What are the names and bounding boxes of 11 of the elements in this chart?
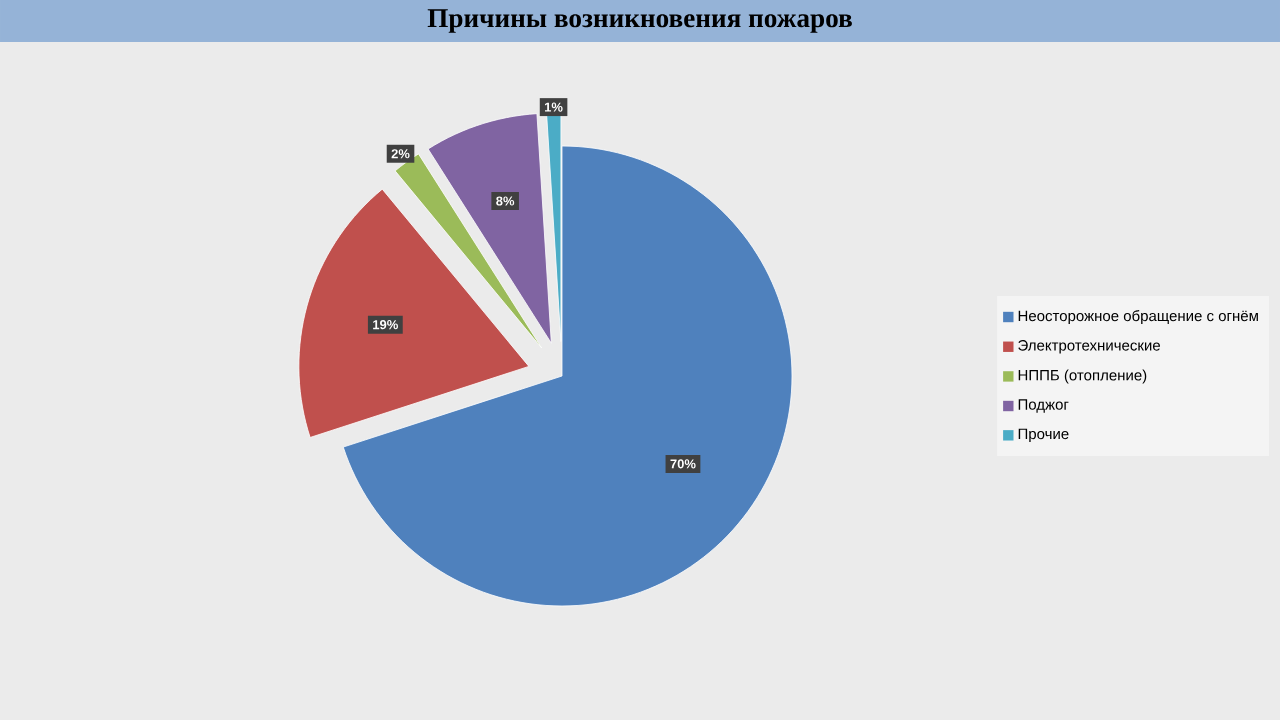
data-label: 2% bbox=[391, 149, 410, 159]
data-label: 8% bbox=[496, 196, 515, 206]
chart-title: Причины возникновения пожаров bbox=[427, 9, 852, 33]
data-label: 1% bbox=[544, 102, 563, 112]
legend-label: Электротехнические bbox=[1018, 340, 1161, 354]
data-label: 19% bbox=[373, 320, 398, 330]
legend-label: Прочие bbox=[1018, 428, 1069, 443]
legend-label: НППБ (отопление) bbox=[1018, 369, 1147, 384]
legend-label: Неосторожное обращение с огнём bbox=[1018, 310, 1258, 325]
data-label: 70% bbox=[670, 459, 696, 469]
legend-label: Поджог bbox=[1018, 399, 1069, 413]
